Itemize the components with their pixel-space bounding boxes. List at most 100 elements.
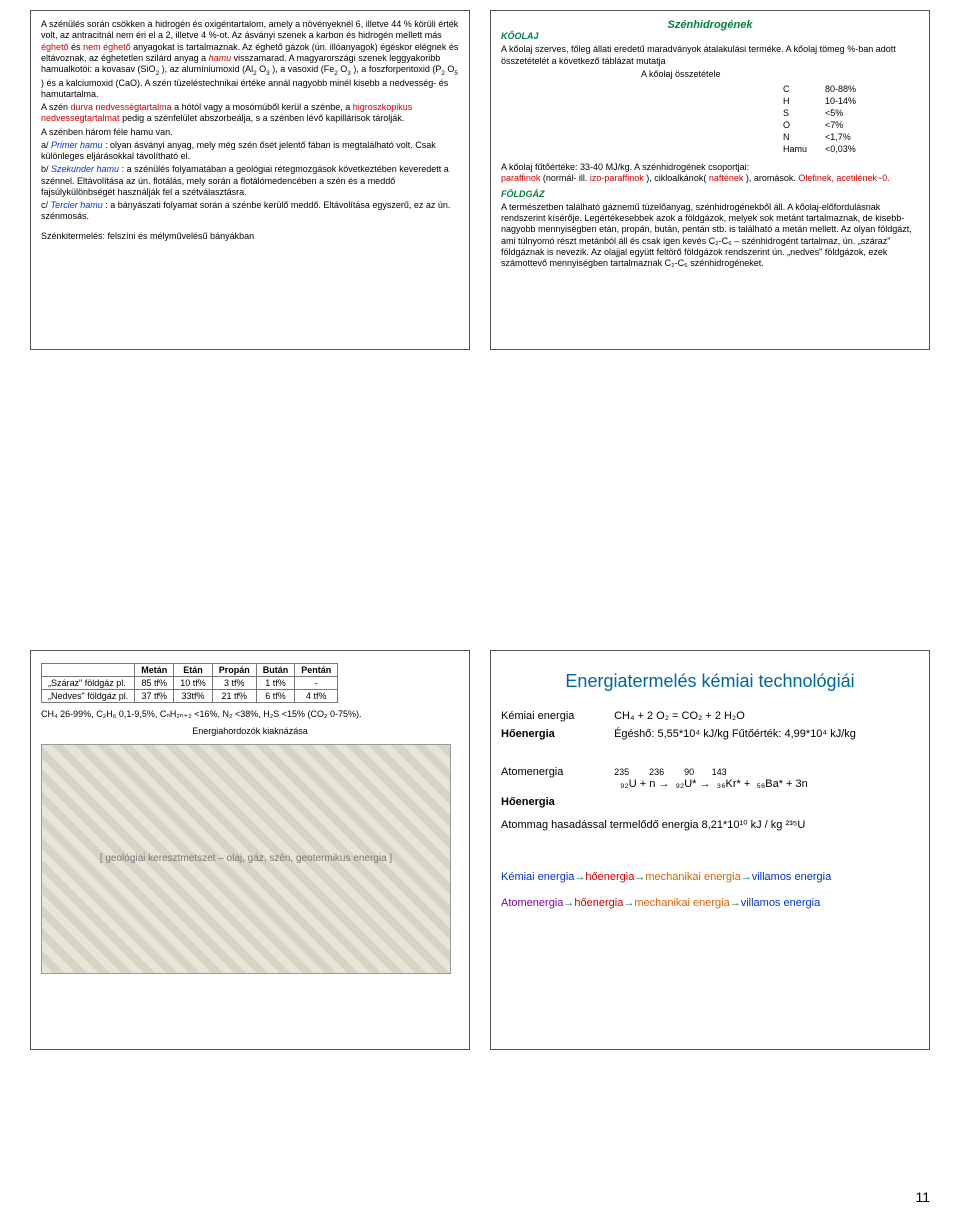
paragraph: c/ Tercier hamu : a bányászati folyamat … (41, 200, 459, 223)
chain-item: Kémiai energia (501, 871, 574, 883)
text: A szénülés során csökken a hidrogén és o… (41, 19, 458, 40)
heading: FÖLDGÁZ (501, 189, 545, 199)
table-cell: „Száraz" földgáz pl. (42, 677, 135, 690)
table-cell: H (783, 96, 823, 106)
table-header: Pentán (295, 664, 338, 677)
label: Atomenergia (501, 766, 611, 778)
row-heat: Hőenergia Égéshő: 5,55*10⁴ kJ/kg Fűtőért… (501, 728, 919, 740)
table-cell: <1,7% (825, 132, 872, 142)
table-cell: S (783, 108, 823, 118)
table-header: Etán (174, 664, 213, 677)
slide-coal-text: A szénülés során csökken a hidrogén és o… (30, 10, 470, 350)
table-cell: 33tf% (174, 690, 213, 703)
table-cell: 21 tf% (212, 690, 256, 703)
paragraph: A szénben három féle hamu van. (41, 127, 459, 138)
row-heat2: Hőenergia (501, 796, 919, 808)
gas-composition-table: MetánEtánPropánButánPentán„Száraz" földg… (41, 663, 338, 703)
text: izo-paraffinok (590, 173, 644, 183)
table-cell: Hamu (783, 144, 823, 154)
nuclear-formula: ₉₂U + n → ₉₂U* → ₃₆Kr* + ₅₆Ba* + 3n (614, 778, 808, 790)
section-title: Szénhidrogének (668, 19, 753, 31)
text: a hótól vagy a mosómúből kerül a szénbe,… (174, 102, 353, 112)
table-header (42, 664, 135, 677)
table-cell: N (783, 132, 823, 142)
chain-item: villamos energia (741, 897, 820, 909)
text: és (71, 42, 83, 52)
formula: CH₄ + 2 O₂ = CO₂ + 2 H₂O (614, 710, 745, 722)
table-cell: 10-14% (825, 96, 872, 106)
table-cell: O (783, 120, 823, 130)
label: Hőenergia (501, 796, 611, 808)
text: : a bányászati folyamat során a szénbe k… (41, 200, 450, 221)
chain-item: mechanikai energia (645, 871, 740, 883)
image-placeholder-label: [ geológiai keresztmetszet – olaj, gáz, … (100, 853, 392, 864)
table-cell: 10 tf% (174, 677, 213, 690)
chain-item: hőenergia (574, 897, 623, 909)
text: paraffinok (501, 173, 540, 183)
label: Kémiai energia (501, 710, 611, 722)
arrow-icon: → (730, 897, 741, 909)
text: Primer hamu (51, 140, 103, 150)
row-chemical: Kémiai energia CH₄ + 2 O₂ = CO₂ + 2 H₂O (501, 710, 919, 722)
text: ), a foszforpentoxid (P (353, 64, 441, 74)
arrow-icon: → (563, 897, 574, 909)
chain-item: Atomenergia (501, 897, 563, 909)
energy-chain-2: Atomenergia→hőenergia→mechanikai energia… (501, 897, 919, 909)
text: c/ (41, 200, 51, 210)
text: Szekunder hamu (51, 164, 119, 174)
table-cell: 85 tf% (135, 677, 174, 690)
energy-chain-1: Kémiai energia→hőenergia→mechanikai ener… (501, 871, 919, 883)
chain-item: hőenergia (585, 871, 634, 883)
paragraph: a/ Primer hamu : olyan ásványi anyag, me… (41, 140, 459, 163)
slide-hydrocarbons: Szénhidrogének KŐOLAJ A kőolaj szerves, … (490, 10, 930, 350)
table-cell: C (783, 84, 823, 94)
text: hamu (209, 53, 232, 63)
paragraph: A természetben található gáznemű tüzelőa… (501, 202, 919, 270)
chain-item: mechanikai energia (634, 897, 729, 909)
table-title: A kőolaj összetétele (641, 69, 919, 80)
text: ), aromások. (746, 173, 799, 183)
paragraph: A szénülés során csökken a hidrogén és o… (41, 19, 459, 100)
arrow-icon: → (574, 871, 585, 883)
text: A szén (41, 102, 71, 112)
geology-cross-section-image: [ geológiai keresztmetszet – olaj, gáz, … (41, 744, 451, 974)
table-cell: <0,03% (825, 144, 872, 154)
slide-gas-table: MetánEtánPropánButánPentán„Száraz" földg… (30, 650, 470, 1050)
text: b/ (41, 164, 51, 174)
text: Olefinek, acetilének~0. (798, 173, 889, 183)
chain-item: villamos energia (752, 871, 831, 883)
fission-energy-line: Atommag hasadással termelődő energia 8,2… (501, 818, 919, 831)
text: ) és a kalciumoxid (CaO). A szén tüzelés… (41, 78, 448, 99)
text: ), cikloalkánok( (646, 173, 706, 183)
table-header: Bután (256, 664, 295, 677)
table-cell: „Nedves" földgáz pl. (42, 690, 135, 703)
heading: KŐOLAJ (501, 31, 539, 41)
text: Tercier hamu (51, 200, 103, 210)
text: pedig a szénfelület abszorbeálja, s a sz… (122, 113, 404, 123)
slide-title: Energiatermelés kémiai technológiái (501, 671, 919, 692)
table-cell: 4 tf% (295, 690, 338, 703)
arrow-icon: → (623, 897, 634, 909)
table-cell: 1 tf% (256, 677, 295, 690)
arrow-icon: → (741, 871, 752, 883)
text: nem éghető (83, 42, 131, 52)
text: A kőolaj fűtőértéke: 33-40 MJ/kg. A szén… (501, 162, 749, 172)
caption: Energiahordozók kiaknázása (41, 726, 459, 737)
label: Hőenergia (501, 728, 611, 740)
text: éghető (41, 42, 69, 52)
table-cell: - (295, 677, 338, 690)
superscripts: 235 236 90 143 (614, 767, 727, 777)
value: Égéshő: 5,55*10⁴ kJ/kg Fűtőérték: 4,99*1… (614, 728, 856, 740)
table-cell: 3 tf% (212, 677, 256, 690)
text: durva nedvességtartalma (71, 102, 172, 112)
paragraph: b/ Szekunder hamu : a szénülés folyamatá… (41, 164, 459, 198)
text: ), a vasoxid (Fe (272, 64, 334, 74)
text: naftének (709, 173, 744, 183)
slide-energy-tech: Energiatermelés kémiai technológiái Kémi… (490, 650, 930, 1050)
text: ), az alumíniumoxid (Al (162, 64, 254, 74)
formula-line: CH₄ 26-99%, C₂H₆ 0,1-9,5%, CₙH₂ₙ₊₂ <16%,… (41, 709, 459, 720)
row-atomic: Atomenergia 235 236 90 143 ₉₂U + n → ₉₂U… (501, 766, 919, 790)
paragraph: A kőolaj szerves, főleg állati eredetű m… (501, 44, 919, 67)
paragraph: Szénkitermelés: felszíni és mélyművelésű… (41, 231, 459, 242)
composition-table: C80-88%H10-14%S<5%O<7%N<1,7%Hamu<0,03% (781, 82, 874, 156)
